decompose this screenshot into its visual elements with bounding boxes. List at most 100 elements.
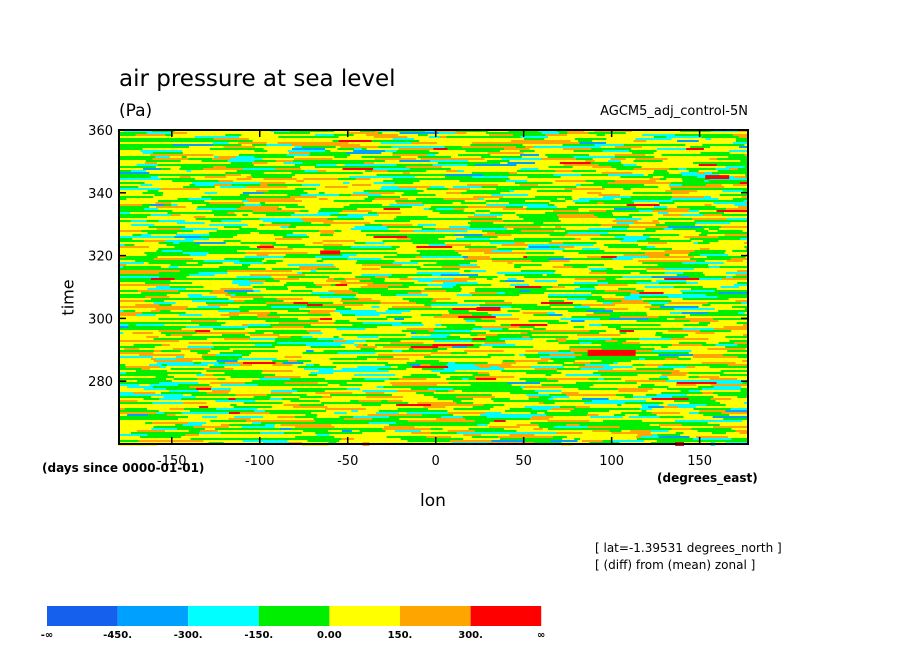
field-cell [129, 424, 146, 426]
field-cell [503, 196, 536, 199]
field-cell [497, 292, 505, 295]
field-cell [429, 272, 460, 274]
field-cell [553, 360, 566, 362]
field-cell [143, 154, 150, 156]
field-cell [693, 242, 698, 244]
field-cell [462, 416, 487, 419]
field-cell [438, 238, 457, 241]
field-cell [317, 414, 330, 417]
field-cell [174, 236, 202, 239]
field-cell [554, 252, 579, 255]
field-cell [651, 132, 661, 134]
field-cell [645, 268, 665, 271]
field-cell [312, 242, 323, 245]
field-cell [397, 258, 403, 261]
field-cell [354, 402, 388, 404]
field-cell [367, 426, 384, 428]
field-cell [602, 440, 612, 443]
field-cell [550, 440, 578, 443]
field-cell [456, 158, 485, 160]
field-cell [344, 130, 360, 133]
field-cell [417, 402, 457, 404]
field-cell [287, 276, 330, 278]
field-cell [453, 286, 461, 289]
field-cell [459, 394, 469, 397]
field-cell [619, 372, 631, 375]
field-cell [341, 298, 346, 300]
field-cell [739, 146, 748, 149]
field-cell [455, 132, 467, 135]
field-cell [222, 276, 237, 279]
field-cell [725, 404, 748, 406]
field-cell [214, 274, 227, 276]
field-cell [244, 256, 284, 259]
field-cell [334, 310, 377, 312]
field-cell [256, 250, 267, 253]
field-cell [498, 184, 520, 186]
field-cell [615, 278, 628, 280]
field-cell [468, 276, 498, 278]
field-cell [638, 244, 664, 246]
field-cell [295, 188, 317, 191]
field-cell [410, 374, 424, 376]
field-cell [733, 284, 748, 287]
field-cell [161, 250, 183, 253]
field-cell [446, 336, 460, 338]
field-cell [348, 364, 386, 367]
field-cell [493, 406, 513, 409]
field-cell [569, 396, 584, 398]
field-cell [437, 226, 450, 229]
field-cell [384, 278, 400, 281]
field-cell [604, 382, 637, 385]
field-cell [306, 350, 314, 353]
field-cell [396, 404, 431, 407]
field-cell [165, 334, 171, 336]
field-cell [632, 366, 658, 368]
field-cell [459, 380, 486, 383]
field-cell [563, 148, 592, 150]
field-cell [448, 390, 455, 393]
field-cell [720, 286, 739, 288]
field-cell [318, 388, 347, 390]
field-cell [311, 386, 349, 388]
field-cell [261, 372, 298, 374]
field-cell [667, 404, 707, 407]
field-cell [189, 318, 197, 321]
field-cell [598, 388, 618, 390]
field-cell [210, 330, 248, 333]
field-cell [145, 422, 152, 425]
field-cell [155, 202, 172, 204]
field-cell [137, 400, 176, 403]
field-cell [571, 154, 577, 157]
field-cell [392, 138, 415, 141]
field-cell [170, 368, 204, 370]
field-cell [641, 324, 661, 326]
field-cell [146, 336, 159, 338]
field-cell [702, 226, 722, 229]
field-cell [411, 142, 438, 145]
field-cell [449, 440, 492, 442]
field-cell [270, 252, 308, 254]
field-cell [589, 210, 598, 213]
field-cell [342, 254, 357, 256]
field-cell [169, 284, 175, 286]
field-cell [742, 360, 748, 363]
field-cell [642, 232, 675, 234]
field-cell [365, 408, 379, 410]
field-cell [260, 432, 284, 435]
field-cell [676, 292, 683, 294]
field-cell [382, 132, 400, 135]
field-cell [155, 416, 181, 419]
field-cell [292, 392, 316, 395]
field-cell [195, 396, 234, 399]
field-cell [480, 350, 504, 353]
field-cell [423, 264, 460, 266]
field-cell [644, 364, 664, 366]
field-cell [309, 246, 351, 248]
field-cell [509, 398, 529, 401]
field-cell [377, 326, 416, 329]
field-cell [239, 314, 258, 317]
field-cell [205, 216, 234, 219]
field-cell [674, 400, 687, 403]
field-cell [156, 254, 190, 257]
